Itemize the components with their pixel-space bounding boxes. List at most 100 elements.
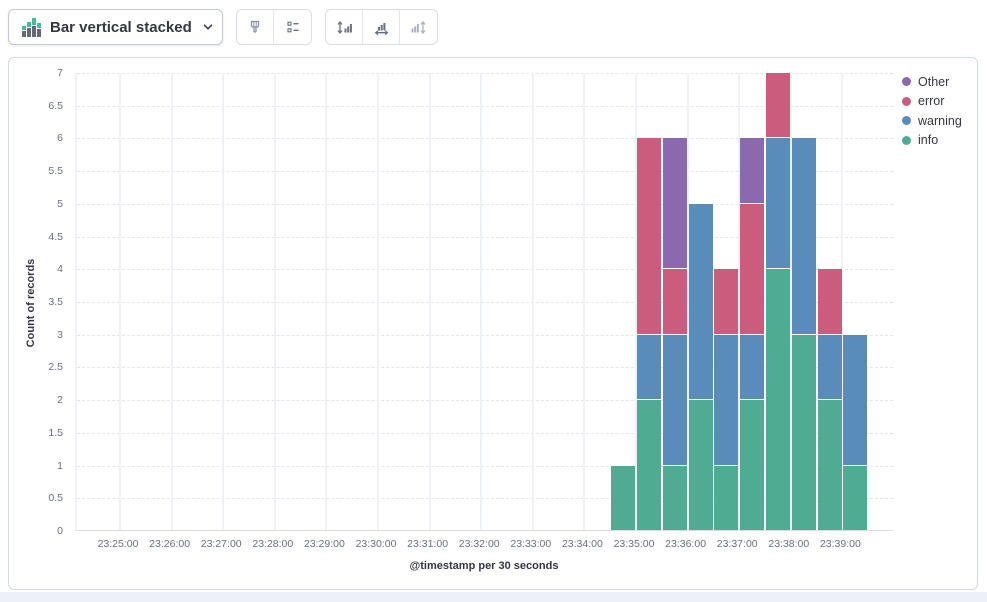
h-gridline [77,400,893,402]
legend-item[interactable]: warning [902,111,962,131]
v-gridline [170,73,173,530]
bar-segment-info[interactable] [817,400,842,530]
bar-segment-info[interactable] [611,465,636,530]
bar-segment-error[interactable] [714,269,739,334]
y-tick-label: 7 [57,67,63,79]
chart-panel: Count of records 0 0.5 1 1.5 2 2.5 3 3.5 4 4.5 5 5.… [8,57,978,590]
legend-item[interactable]: info [902,131,962,151]
y-tick-label: 2.5 [48,361,63,374]
v-gridline [789,73,792,530]
bar-segment-info[interactable] [843,465,868,530]
chart-switch-icon [22,17,41,37]
y-tick-label: 3.5 [48,296,63,308]
visual-options-button[interactable] [237,10,274,44]
x-tick-label: 23:35:00 [613,538,655,550]
bar-segment-info[interactable] [714,465,739,530]
bar-segment-info[interactable] [766,269,790,530]
y-tick-label: 5.5 [48,165,63,178]
y-tick-label: 0.5 [48,492,63,505]
v-gridline [119,73,121,530]
x-tick-label: 23:28:00 [252,538,294,550]
legend-settings-button[interactable] [274,10,311,44]
bar-segment-info[interactable] [740,400,765,530]
y-tick-label: 3 [57,328,63,341]
chart-legend: Other error warning info [902,72,962,150]
bar-segment-info[interactable] [637,400,661,530]
right-axis-button [400,10,437,44]
legend-color-dot [902,96,911,106]
y-tick-label: 1.5 [48,426,63,439]
legend-icon [286,21,298,33]
x-axis-title: @timestamp per 30 seconds [409,560,559,572]
bar-segment-warning[interactable] [791,138,816,334]
visual-options-group [236,9,312,45]
bottom-axis-icon [374,22,388,35]
v-gridline [428,73,431,530]
h-gridline [77,302,893,303]
bar-segment-warning[interactable] [637,334,661,400]
h-gridline [77,465,893,467]
bar-segment-error[interactable] [817,269,842,334]
h-gridline [77,203,893,205]
h-gridline [77,138,893,140]
plot-area [75,73,893,531]
bar-segment-info[interactable] [688,400,713,530]
bar-segment-error[interactable] [740,203,765,334]
legend-color-dot [902,135,911,145]
left-axis-button[interactable] [326,10,363,44]
h-gridline [77,334,893,336]
v-gridline [273,73,276,530]
legend-color-dot [902,116,911,126]
bar-segment-warning[interactable] [817,334,842,400]
v-gridline [583,73,586,530]
bar-segment-warning[interactable] [843,334,868,465]
y-tick-label: 2 [57,394,63,407]
h-gridline [77,171,893,173]
legend-item[interactable]: Other [902,72,962,92]
bar-segment-error[interactable] [662,269,687,334]
v-gridline [738,73,741,530]
bar-segment-warning[interactable] [688,203,713,400]
bar-segment-warning[interactable] [740,334,765,400]
bar-segment-warning[interactable] [714,334,739,465]
y-tick-label: 5 [57,197,63,210]
legend-label: warning [918,113,962,128]
bar-segment-info[interactable] [662,465,687,530]
h-gridline [77,236,893,238]
v-gridline [480,73,483,530]
legend-color-dot [902,77,911,87]
x-tick-label: 23:37:00 [716,538,758,550]
bar-segment-Other[interactable] [740,138,765,203]
bar-segment-info[interactable] [791,334,816,530]
axis-settings-group [325,9,438,45]
x-tick-label: 23:34:00 [561,538,603,550]
h-gridline [77,432,893,434]
v-gridline [635,73,637,530]
bar-segment-warning[interactable] [766,138,790,269]
bar-segment-Other[interactable] [662,138,687,269]
page-background-strip [0,592,987,602]
bar-segment-error[interactable] [637,138,661,334]
bar-segment-error[interactable] [766,73,790,138]
v-gridline [325,73,328,530]
x-tick-label: 23:32:00 [458,538,500,550]
chart-type-label: Bar vertical stacked [50,18,192,36]
h-gridline [77,498,893,500]
chart-type-dropdown[interactable]: Bar vertical stacked [8,9,223,45]
right-axis-icon [411,20,426,34]
h-gridline [77,105,893,107]
x-axis-tick-labels: 23:25:00 23:26:00 23:27:00 23:28:00 23:29:00… [75,538,905,552]
y-tick-label: 4 [57,263,63,276]
v-gridline [531,73,534,530]
x-tick-label: 23:29:00 [303,538,345,550]
h-gridline [77,73,893,74]
x-tick-label: 23:26:00 [149,538,191,550]
h-gridline [77,269,893,271]
legend-item[interactable]: error [902,92,962,112]
y-axis-tick-labels: 0 0.5 1 1.5 2 2.5 3 3.5 4 4.5 5 5.5 6 6.5 7 [9,67,67,537]
chevron-down-icon [201,20,215,34]
bar-segment-warning[interactable] [662,334,687,465]
x-tick-label: 23:39:00 [819,538,861,550]
bottom-axis-button[interactable] [363,10,400,44]
